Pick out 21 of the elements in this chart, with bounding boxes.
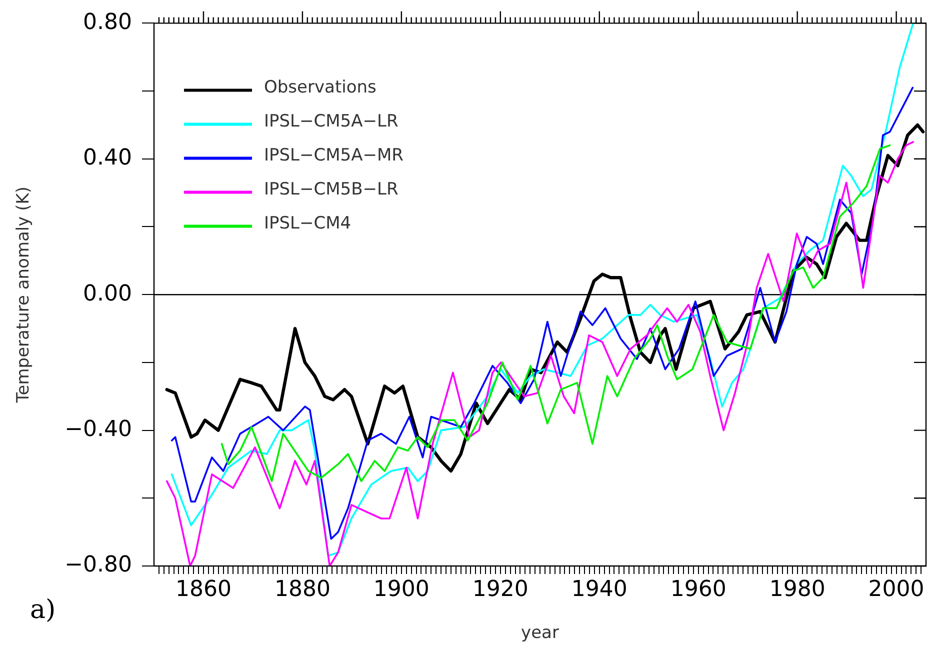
x-tick-label: 1880 — [274, 576, 330, 602]
legend-label: IPSL−CM5B−LR — [264, 180, 399, 200]
x-tick-label: 1980 — [769, 576, 826, 602]
y-tick-label: 0.80 — [83, 10, 132, 35]
y-tick-label: 0.00 — [83, 281, 132, 306]
x-tick-label: 1860 — [175, 576, 232, 602]
legend-label: IPSL−CM5A−MR — [264, 146, 404, 166]
y-tick-label: 0.40 — [83, 146, 132, 171]
text: a) — [30, 595, 56, 625]
x-axis-title: year — [521, 623, 559, 644]
x-tick-label: 1900 — [373, 576, 430, 602]
y-axis-title: Temperature anomaly (K) — [14, 186, 34, 404]
x-tick-label: 1940 — [571, 576, 628, 602]
y-tick-label: −0.40 — [64, 417, 132, 442]
legend-label: IPSL−CM4 — [264, 214, 352, 234]
x-tick-label: 2000 — [868, 576, 924, 602]
x-tick-label: 1960 — [670, 576, 726, 602]
legend-label: IPSL−CM5A−LR — [264, 112, 398, 132]
x-tick-label: 1920 — [472, 576, 528, 602]
y-tick-label: −0.80 — [64, 552, 132, 578]
legend-label: Observations — [264, 78, 377, 98]
